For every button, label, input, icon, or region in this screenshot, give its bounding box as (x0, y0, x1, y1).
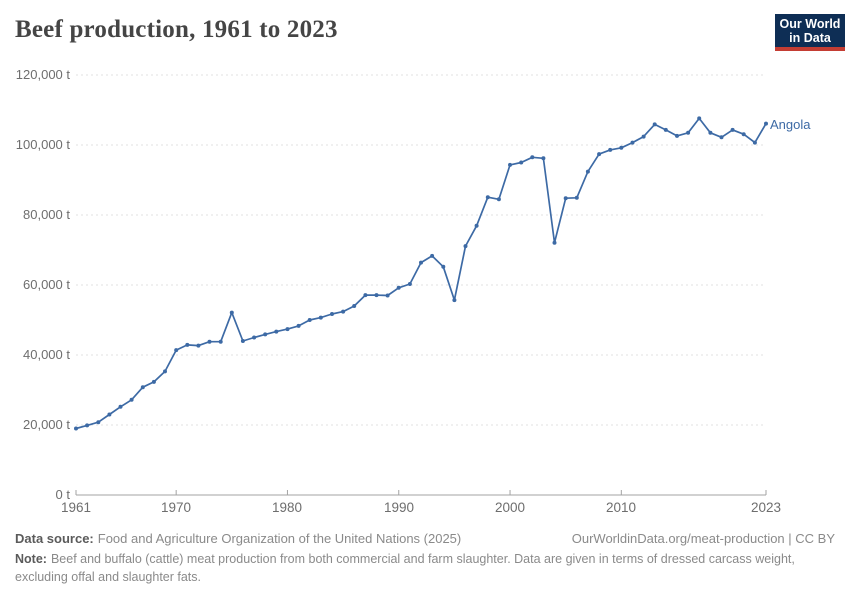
x-axis-label: 1961 (60, 500, 92, 515)
note-text: Beef and buffalo (cattle) meat productio… (15, 552, 795, 584)
data-point-1962[interactable] (85, 423, 90, 428)
data-point-2008[interactable] (597, 152, 602, 157)
note-label: Note: (15, 552, 47, 566)
data-point-1968[interactable] (151, 379, 156, 384)
data-point-2006[interactable] (574, 195, 579, 200)
data-point-1979[interactable] (274, 329, 279, 334)
data-point-2003[interactable] (541, 156, 546, 161)
data-point-1964[interactable] (107, 412, 112, 417)
data-point-2015[interactable] (675, 133, 679, 138)
data-point-1999[interactable] (496, 197, 501, 202)
x-axis-label: 2010 (605, 500, 637, 515)
data-point-1982[interactable] (307, 318, 312, 322)
owid-link[interactable]: OurWorldinData.org/meat-production | CC … (571, 531, 835, 546)
x-axis-label: 2023 (750, 500, 782, 515)
line-series-angola[interactable] (75, 117, 767, 430)
data-point-1987[interactable] (363, 293, 368, 298)
data-point-2014[interactable] (663, 127, 668, 132)
data-point-1976[interactable] (240, 339, 245, 343)
owid-logo-line1: Our World (779, 17, 841, 31)
data-point-2001[interactable] (519, 160, 524, 165)
owid-logo[interactable]: Our World in Data (775, 14, 845, 51)
x-axis-label: 1970 (160, 500, 192, 515)
series-label-angola[interactable]: Angola (770, 117, 811, 132)
y-axis-label: 40,000 t (23, 347, 70, 362)
data-source-text: Food and Agriculture Organization of the… (97, 531, 462, 546)
data-point-1994[interactable] (441, 264, 446, 269)
data-point-1991[interactable] (407, 282, 412, 286)
data-point-2020[interactable] (730, 127, 735, 132)
data-point-2021[interactable] (741, 132, 746, 137)
data-point-2004[interactable] (552, 240, 557, 245)
data-point-1975[interactable] (229, 310, 234, 315)
data-point-1985[interactable] (341, 309, 346, 314)
data-source-label: Data source: (15, 531, 94, 546)
y-axis-label: 100,000 t (15, 137, 70, 152)
chart-footer: Data source: Food and Agriculture Organiz… (15, 531, 835, 586)
data-source: Data source: Food and Agriculture Organiz… (15, 531, 461, 546)
y-axis-label: 20,000 t (23, 417, 70, 432)
data-point-1970[interactable] (174, 348, 179, 353)
data-point-2018[interactable] (708, 130, 713, 135)
y-axis-label: 60,000 t (23, 277, 70, 292)
data-point-2019[interactable] (719, 135, 724, 140)
y-axis-label: 120,000 t (15, 67, 70, 82)
data-point-1978[interactable] (263, 332, 268, 337)
x-axis-label: 1990 (383, 500, 415, 515)
data-point-1997[interactable] (474, 223, 479, 228)
data-point-1986[interactable] (352, 304, 357, 308)
owid-logo-line2: in Data (789, 31, 831, 45)
data-point-1967[interactable] (140, 385, 145, 390)
data-point-2010[interactable] (619, 145, 624, 150)
chart-note: Note: Beef and buffalo (cattle) meat prod… (15, 551, 835, 586)
data-point-1977[interactable] (252, 335, 257, 340)
y-axis-label: 0 t (55, 487, 70, 502)
data-point-1992[interactable] (419, 260, 423, 265)
data-point-1995[interactable] (452, 298, 457, 303)
data-point-2005[interactable] (563, 196, 568, 201)
data-point-1993[interactable] (430, 253, 435, 258)
data-point-2022[interactable] (752, 140, 757, 145)
data-point-1981[interactable] (296, 323, 301, 328)
data-point-2009[interactable] (608, 147, 613, 152)
data-point-2016[interactable] (686, 130, 691, 135)
x-axis-label: 1980 (271, 500, 303, 515)
data-point-2012[interactable] (641, 134, 646, 139)
data-point-1984[interactable] (330, 312, 334, 316)
data-point-1990[interactable] (396, 285, 401, 290)
data-point-2002[interactable] (530, 155, 535, 160)
chart-title: Beef production, 1961 to 2023 (15, 16, 338, 43)
data-point-1983[interactable] (318, 315, 323, 320)
line-chart-canvas[interactable] (0, 0, 850, 530)
data-point-2000[interactable] (508, 162, 512, 167)
data-point-1966[interactable] (129, 397, 134, 402)
data-point-2007[interactable] (585, 169, 590, 174)
data-point-1965[interactable] (118, 404, 123, 409)
data-point-1988[interactable] (374, 293, 379, 298)
data-point-1974[interactable] (218, 339, 223, 344)
x-axis-label: 2000 (494, 500, 526, 515)
data-point-1971[interactable] (185, 342, 190, 347)
data-point-2013[interactable] (652, 122, 657, 127)
data-point-1961[interactable] (74, 426, 78, 431)
y-axis-label: 80,000 t (23, 207, 70, 222)
data-point-1969[interactable] (163, 369, 167, 374)
data-point-1973[interactable] (207, 339, 212, 344)
data-point-2017[interactable] (697, 116, 702, 121)
data-point-1996[interactable] (463, 244, 468, 249)
data-point-1998[interactable] (485, 195, 490, 200)
data-point-2011[interactable] (630, 140, 635, 145)
data-point-1963[interactable] (96, 420, 101, 425)
data-point-2023[interactable] (764, 121, 768, 126)
data-point-1972[interactable] (196, 343, 201, 348)
data-point-1980[interactable] (285, 327, 290, 332)
data-point-1989[interactable] (385, 293, 390, 298)
